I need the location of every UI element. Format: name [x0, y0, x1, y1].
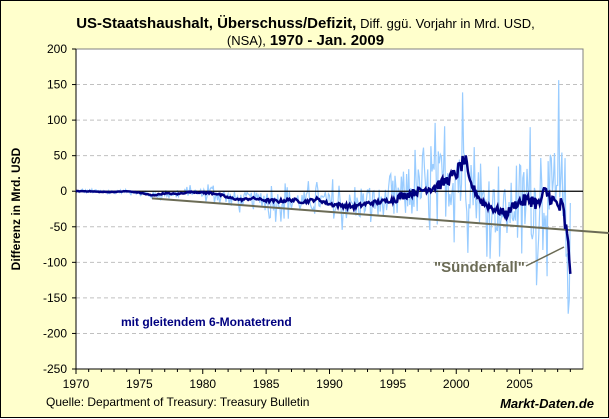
y-tick-label: 150 — [47, 78, 67, 92]
y-tick-label: 100 — [47, 113, 67, 127]
legend-text: mit gleitendem 6-Monatetrend — [121, 315, 292, 329]
y-tick-label: -150 — [43, 291, 67, 305]
x-tick-label: 1975 — [126, 377, 153, 391]
y-tick-label: 0 — [60, 184, 67, 198]
x-tick-label: 1970 — [63, 377, 90, 391]
annotation-suendenfall: "Sündenfall" — [434, 259, 525, 276]
brand-logo: Markt-Daten.de — [500, 396, 594, 411]
y-tick-label: 200 — [47, 42, 67, 56]
y-tick-label: 50 — [54, 149, 68, 163]
y-tick-label: -50 — [50, 220, 68, 234]
source-note: Quelle: Department of Treasury: Treasury… — [46, 395, 309, 409]
x-tick-label: 2005 — [506, 377, 533, 391]
x-tick-label: 1985 — [253, 377, 280, 391]
x-tick-label: 1990 — [316, 377, 343, 391]
y-tick-label: -250 — [43, 362, 67, 376]
y-tick-label: -200 — [43, 326, 67, 340]
x-tick-label: 1980 — [189, 377, 216, 391]
x-tick-label: 1995 — [380, 377, 407, 391]
y-axis-label: Differenz in Mrd. USD — [9, 147, 23, 270]
y-tick-label: -100 — [43, 255, 67, 269]
x-tick-label: 2000 — [443, 377, 470, 391]
